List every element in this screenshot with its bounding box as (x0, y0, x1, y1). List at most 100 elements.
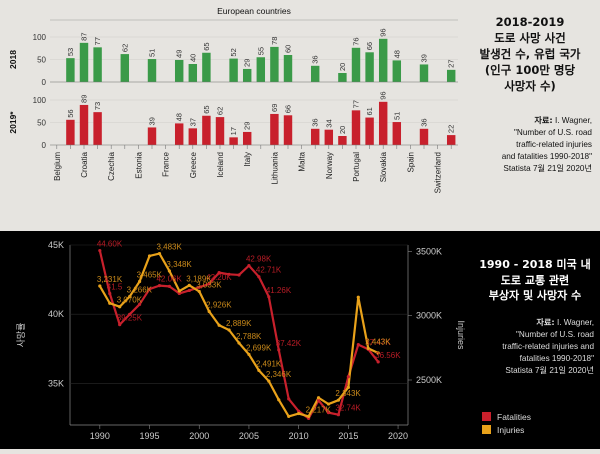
y2-axis-label: Injuries (456, 320, 466, 350)
data-point-fatalities (137, 302, 142, 306)
us-source-line-0: I. Wagner, (556, 317, 594, 327)
bar (283, 55, 293, 82)
data-label: 3,231K (97, 275, 123, 284)
y-tick-label: 35K (48, 378, 64, 388)
category-label: Italy (243, 152, 252, 167)
x-tick-label: 2015 (338, 431, 358, 441)
legend-injuries-swatch (482, 425, 491, 434)
data-point-injuries (376, 351, 380, 355)
europe-bar-chart: European countries 0 50 100 2018 53 87 77 62 51 49… (8, 6, 458, 193)
data-label: 36.56K (375, 351, 401, 360)
data-label: 37.42K (276, 339, 302, 348)
data-point-injuries (207, 309, 211, 314)
us-source-line-3: fatalities 1990-2018" (519, 353, 594, 363)
bar (446, 69, 456, 82)
data-point-fatalities (287, 397, 291, 401)
bar-value-label: 73 (93, 102, 102, 110)
data-label: 2,889K (226, 319, 252, 328)
europe-source-text: I. Wagner, "Number of U.S. road traffic-re… (502, 116, 592, 173)
europe-title-line-3: (인구 100만 명당 (484, 63, 576, 77)
bar-value-label: 78 (270, 37, 279, 45)
category-label: France (162, 151, 171, 176)
data-point-injuries (306, 414, 311, 418)
bar-value-label: 29 (243, 122, 252, 130)
y-axis-label: 사망률 (16, 323, 26, 348)
bar (378, 101, 388, 145)
data-point-injuries (187, 283, 191, 287)
bar (419, 64, 429, 82)
category-label: Greece (189, 151, 198, 178)
data-label: 2,926K (206, 300, 232, 309)
data-point-fatalities (177, 291, 181, 296)
bar (242, 131, 252, 145)
europe-source-label: 자료: (534, 115, 553, 125)
europe-source-line-3: and fatalities 1990-2018" (501, 152, 592, 161)
data-point-fatalities (197, 285, 201, 289)
data-point-injuries (316, 396, 321, 400)
data-point-fatalities (336, 413, 341, 417)
bar-value-label: 53 (66, 48, 75, 56)
data-label: 2,443K (365, 337, 391, 346)
us-source-line-1: "Number of U.S. road (516, 329, 594, 339)
bar (351, 110, 361, 145)
bar (147, 127, 157, 145)
bar-chart-title: European countries (217, 6, 291, 16)
bar-value-label: 36 (420, 118, 429, 126)
us-title: 1990 - 2018 미국 내 도로 교통 관련 부상자 및 사망자 수 (472, 257, 598, 304)
bar (120, 54, 130, 82)
bar-value-label: 52 (229, 48, 238, 56)
data-point-injuries (118, 305, 122, 309)
bar-value-label: 34 (324, 119, 333, 127)
bar (229, 58, 238, 82)
category-label: Iceland (216, 152, 225, 178)
data-point-fatalities (297, 409, 301, 413)
europe-side-panel: 2018-2019 도로 사망 사건 발생건 수, 유럽 국가 (인구 100만 명당… (462, 14, 598, 175)
bar-value-label: 51 (148, 49, 157, 57)
bar (93, 112, 102, 145)
us-source-line-4: Statista 7월 21일 2020년 (505, 365, 594, 375)
bar-value-label: 20 (338, 126, 347, 134)
category-label: Belgium (53, 152, 62, 181)
legend-injuries-label: Injuries (497, 424, 525, 435)
bar-value-label: 61 (365, 107, 374, 115)
data-point-injuries (217, 323, 221, 327)
data-point-injuries (167, 269, 172, 273)
data-label: 3,348K (166, 260, 192, 269)
data-point-fatalities (98, 248, 102, 253)
us-title-line-2: 부상자 및 사망자 수 (488, 289, 582, 302)
data-point-injuries (108, 301, 112, 305)
data-label: 44.60K (97, 240, 123, 249)
data-point-fatalities (167, 284, 172, 288)
bar-value-label: 48 (175, 113, 184, 121)
bar (229, 137, 238, 145)
bar-value-label: 36 (311, 118, 320, 126)
series-label: 2018 (8, 50, 18, 69)
y-tick-label: 50 (37, 56, 46, 65)
bar (174, 123, 184, 145)
data-label: 42.20K (206, 273, 232, 282)
europe-source: 자료: I. Wagner, "Number of U.S. road traffi… (462, 114, 598, 175)
us-title-line-0: 1990 - 2018 미국 내 (479, 258, 591, 271)
x-tick-label: 1990 (90, 431, 110, 441)
x-tick-label: 2000 (189, 431, 209, 441)
y2-tick-label: 3500K (416, 246, 442, 256)
x-tick-label: 2020 (388, 431, 408, 441)
bar-value-label: 60 (284, 45, 293, 53)
data-label: 2,788K (236, 332, 262, 341)
bar (215, 117, 225, 145)
bar-value-label: 77 (93, 37, 102, 45)
bar (256, 57, 266, 82)
bar-value-label: 39 (420, 54, 429, 62)
bar-value-label: 36 (311, 55, 320, 63)
bar (202, 52, 211, 82)
bar-value-label: 48 (392, 50, 401, 58)
bar (338, 73, 347, 82)
data-point-injuries (356, 295, 360, 299)
y-tick-label: 100 (33, 96, 47, 105)
data-point-injuries (297, 411, 301, 416)
bar-value-label: 20 (338, 63, 347, 71)
us-line-chart: 35K 40K 45K 2500K 3000K 3500K 1990 1995 2000 2005… (16, 240, 466, 441)
legend-fatalities: Fatalities (482, 410, 531, 423)
data-point-fatalities (157, 284, 162, 288)
bar-value-label: 39 (148, 117, 157, 125)
